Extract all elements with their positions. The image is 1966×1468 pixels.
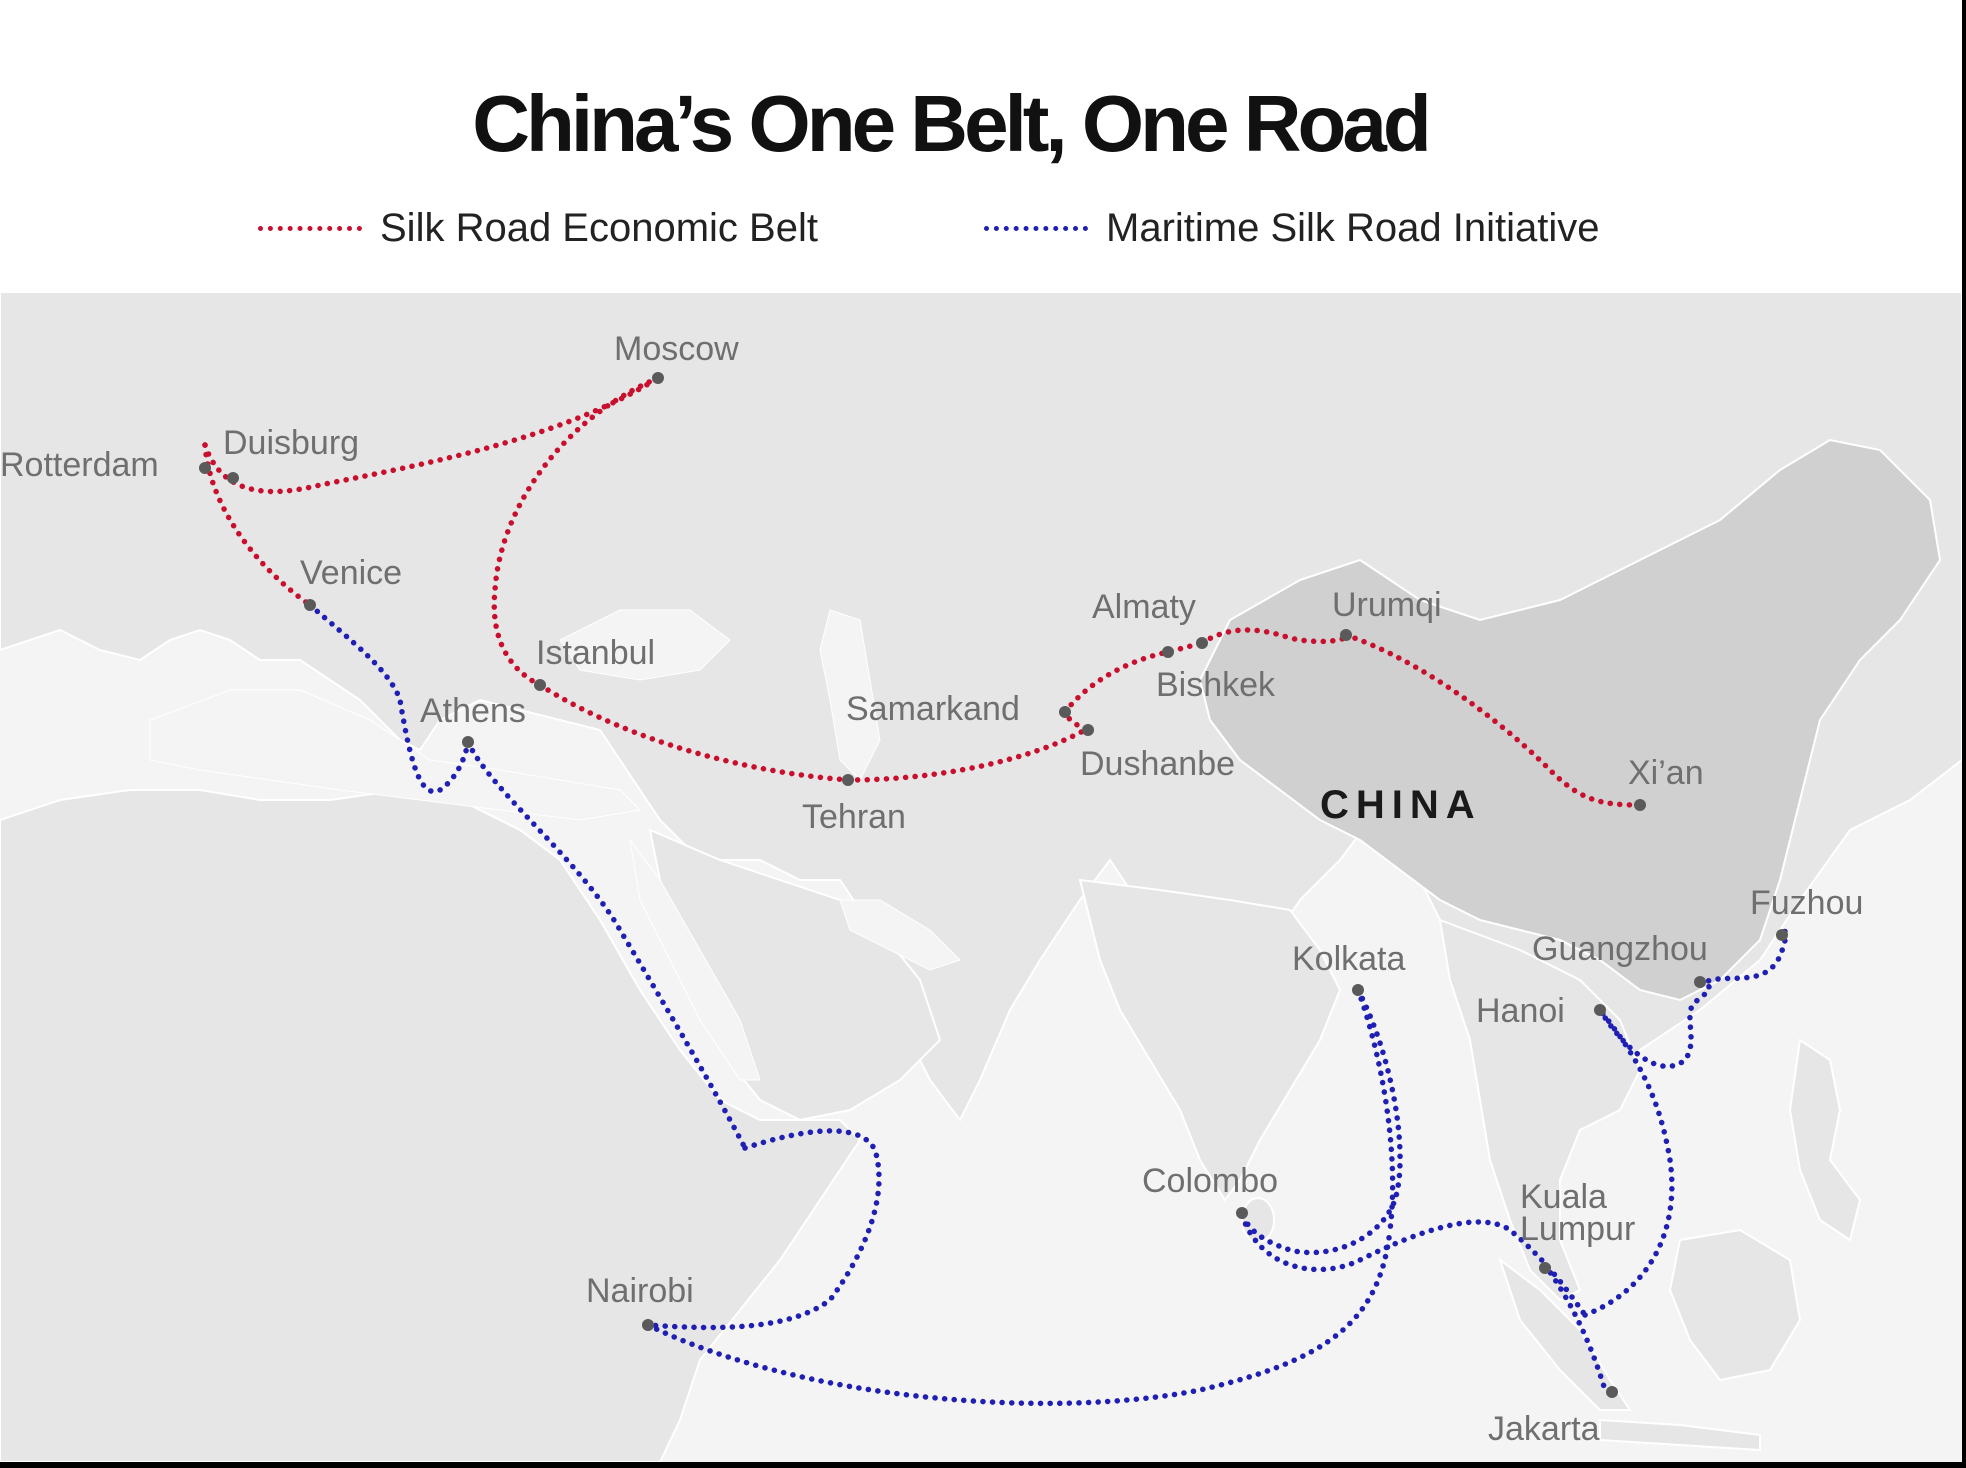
map-title: China’s One Belt, One Road xyxy=(472,79,1431,168)
dot-hanoi xyxy=(1594,1004,1606,1016)
dot-bishkek xyxy=(1196,637,1208,649)
maritime-route-malacca-jakarta xyxy=(1542,1262,1608,1393)
label-jakarta: Jakarta xyxy=(1488,1410,1600,1448)
land-sri-lanka xyxy=(1241,1197,1275,1243)
label-urumqi: Urumqi xyxy=(1332,586,1442,624)
label-guangzhou: Guangzhou xyxy=(1532,930,1708,968)
label-venice: Venice xyxy=(300,554,402,592)
label-kolkata: Kolkata xyxy=(1292,940,1405,978)
label-athens: Athens xyxy=(420,692,526,730)
label-tehran: Tehran xyxy=(802,798,906,836)
label-kuala-lumpur-line2: Lumpur xyxy=(1520,1210,1635,1248)
dot-dushanbe xyxy=(1082,724,1094,736)
dot-moscow xyxy=(652,372,664,384)
label-hanoi: Hanoi xyxy=(1476,992,1565,1030)
legend-item-maritime: Maritime Silk Road Initiative xyxy=(984,206,1600,251)
label-bishkek: Bishkek xyxy=(1156,666,1276,704)
label-nairobi: Nairobi xyxy=(586,1272,694,1310)
label-colombo: Colombo xyxy=(1142,1162,1278,1200)
city-dots xyxy=(199,372,1788,1398)
label-rotterdam: Rotterdam xyxy=(0,446,159,484)
city-labels: Moscow Duisburg Rotterdam Venice Istanbu… xyxy=(0,330,1863,1448)
label-samarkand: Samarkand xyxy=(846,690,1020,728)
dot-kolkata xyxy=(1352,984,1364,996)
dot-samarkand xyxy=(1059,706,1071,718)
legend-item-belt: Silk Road Economic Belt xyxy=(258,206,818,251)
maritime-route-venice-athens xyxy=(307,602,471,795)
land-india xyxy=(1078,878,1342,1202)
dot-almaty xyxy=(1162,646,1174,658)
land-borneo xyxy=(1668,1228,1802,1382)
maritime-route-malacca-hanoi xyxy=(1582,1007,1675,1318)
dot-duisburg xyxy=(227,472,239,484)
land-china xyxy=(1198,438,1942,1002)
label-xian: Xi’an xyxy=(1628,754,1704,792)
label-duisburg: Duisburg xyxy=(223,424,359,462)
belt-route-rotterdam-venice xyxy=(202,442,313,608)
sea-mediterranean xyxy=(149,689,642,821)
land-sumatra xyxy=(1498,1257,1632,1411)
land-southeast-asia xyxy=(1438,918,1642,1302)
sea-black xyxy=(559,609,731,681)
sea-red xyxy=(629,839,761,1081)
dot-jakarta xyxy=(1606,1386,1618,1398)
label-china: CHINA xyxy=(1320,783,1482,827)
dot-rotterdam xyxy=(199,462,211,474)
dot-tehran xyxy=(842,774,854,786)
legend-label-maritime: Maritime Silk Road Initiative xyxy=(1106,206,1600,250)
land-philippines xyxy=(1788,1038,1862,1242)
label-almaty: Almaty xyxy=(1092,588,1196,626)
dot-istanbul xyxy=(534,679,546,691)
legend-label-belt: Silk Road Economic Belt xyxy=(380,206,818,250)
maritime-route-athens-red-sea xyxy=(465,739,748,1151)
legend-swatch-maritime xyxy=(984,226,1088,231)
legend-swatch-belt xyxy=(258,226,362,231)
label-fuzhou: Fuzhou xyxy=(1750,884,1863,922)
dot-nairobi xyxy=(642,1319,654,1331)
belt-route-moscow-istanbul xyxy=(491,375,661,688)
label-moscow: Moscow xyxy=(614,330,739,368)
dot-venice xyxy=(304,599,316,611)
maritime-route-kolkata-south xyxy=(1355,987,1396,1233)
dot-kuala-lumpur xyxy=(1539,1262,1551,1274)
dot-fuzhou xyxy=(1776,929,1788,941)
map-canvas: Moscow Duisburg Rotterdam Venice Istanbu… xyxy=(0,292,1962,1462)
belt-route-istanbul-tehran xyxy=(537,682,851,783)
dot-xian xyxy=(1634,799,1646,811)
dot-athens xyxy=(462,736,474,748)
land-africa xyxy=(0,788,862,1462)
belt-route-tehran-dushanbe xyxy=(845,727,1088,783)
maritime-route-horn-loop xyxy=(645,1128,882,1331)
maritime-route-kolkata-down xyxy=(1239,987,1403,1256)
dot-urumqi xyxy=(1340,629,1352,641)
label-dushanbe: Dushanbe xyxy=(1080,745,1235,783)
dot-colombo xyxy=(1236,1207,1248,1219)
dot-guangzhou xyxy=(1694,976,1706,988)
land-java xyxy=(1599,1418,1761,1452)
belt-route-almaty-urumqi xyxy=(1199,627,1349,646)
label-istanbul: Istanbul xyxy=(536,634,655,672)
belt-route-urumqi-xian xyxy=(1343,632,1643,808)
sea-persian-gulf xyxy=(839,899,961,971)
label-kuala-lumpur-line1: Kuala xyxy=(1520,1178,1607,1216)
